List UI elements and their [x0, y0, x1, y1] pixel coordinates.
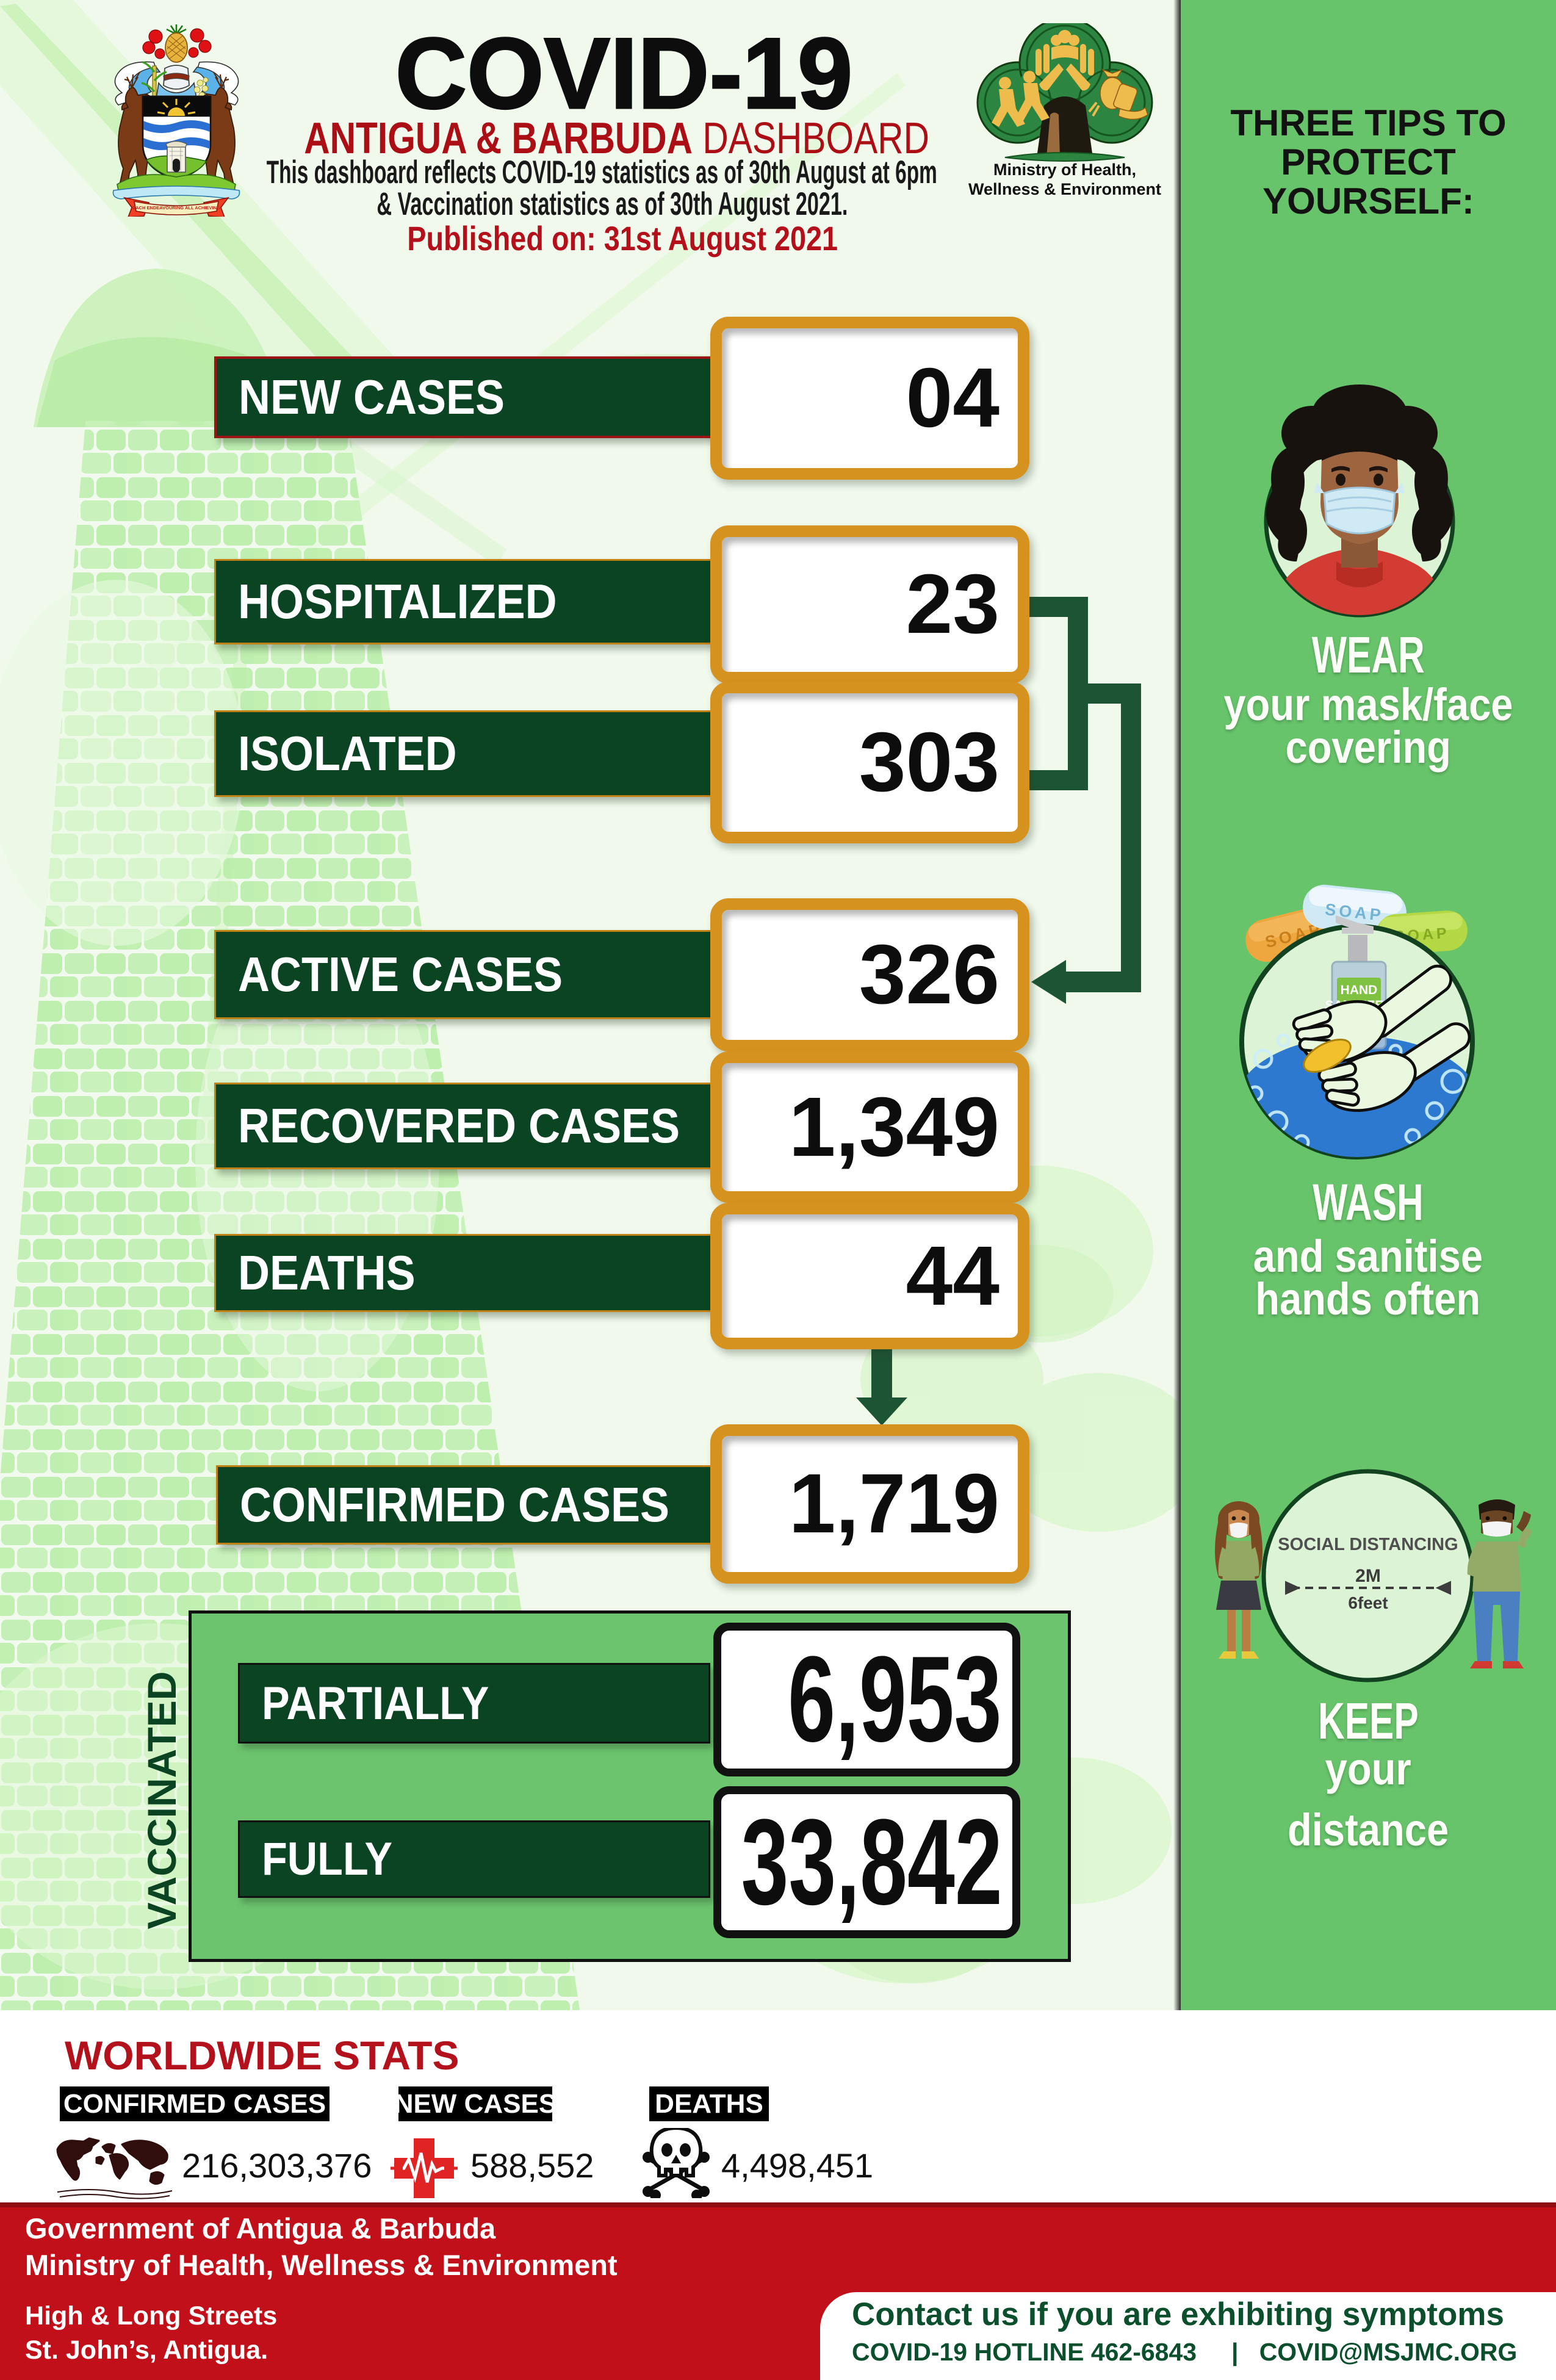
- svg-text:2M: 2M: [1355, 1566, 1381, 1586]
- svg-text:Wellness & Environment: Wellness & Environment: [968, 180, 1161, 198]
- svg-text:6feet: 6feet: [1348, 1593, 1388, 1612]
- svg-text:EACH ENDEAVOURING ALL ACHIEVIN: EACH ENDEAVOURING ALL ACHIEVING: [132, 205, 220, 211]
- svg-text:VACCINATED: VACCINATED: [139, 1671, 184, 1930]
- svg-text:HAND: HAND: [1341, 983, 1378, 997]
- svg-text:Ministry of Health,: Ministry of Health,: [993, 160, 1136, 179]
- svg-text:SOCIAL DISTANCING: SOCIAL DISTANCING: [1278, 1535, 1458, 1554]
